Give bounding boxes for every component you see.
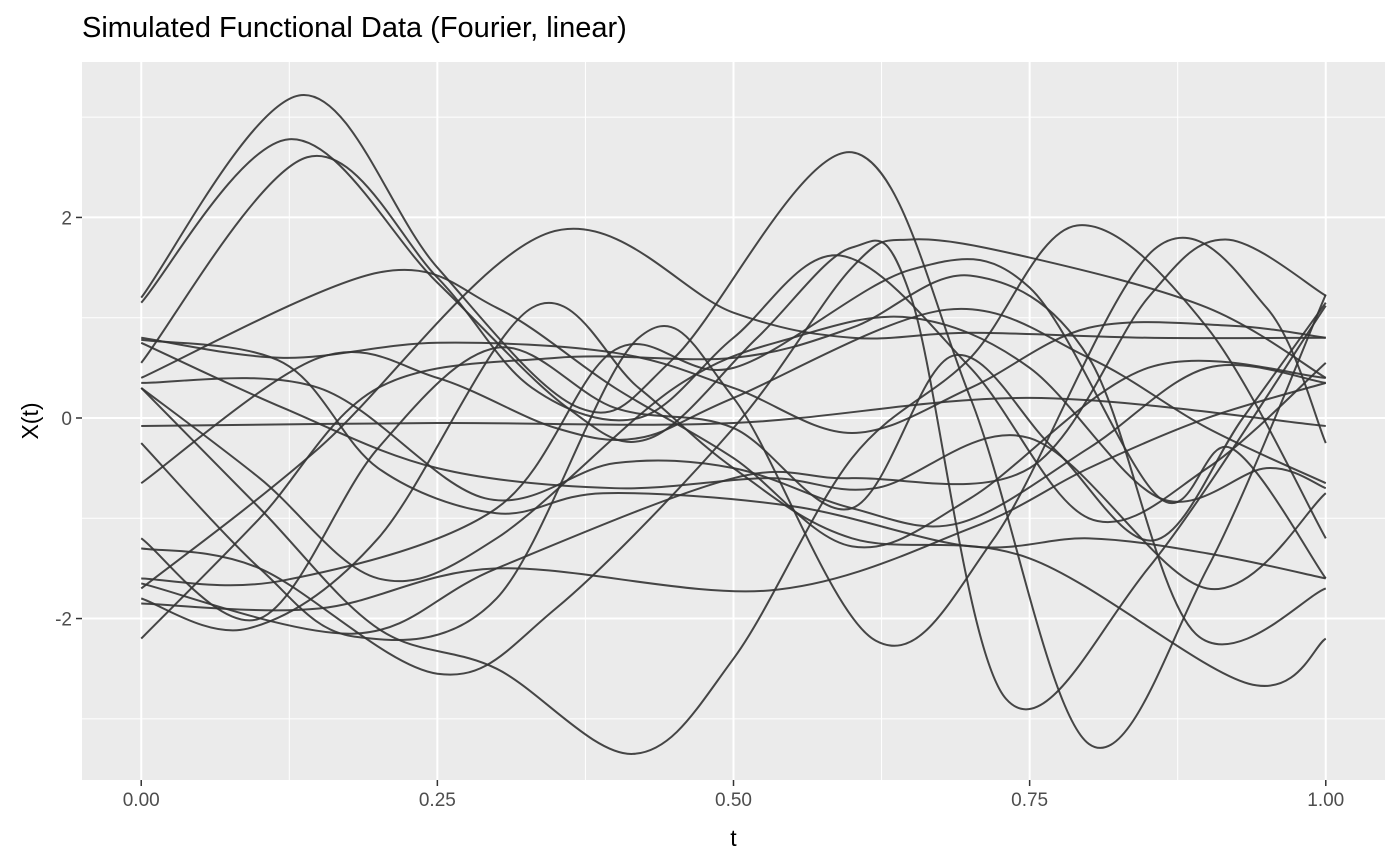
y-tick-label: -2: [55, 610, 72, 631]
series-line: [140, 236, 1327, 647]
series-line: [140, 341, 1327, 591]
series-line: [141, 338, 1326, 580]
x-tick-label: 1.00: [1307, 790, 1344, 811]
x-tick-label: 0.50: [715, 790, 752, 811]
x-axis-title: t: [730, 825, 737, 851]
series-line: [140, 274, 1327, 646]
series-line: [141, 258, 1327, 587]
chart-title: Simulated Functional Data (Fourier, line…: [82, 12, 627, 44]
y-tick-label: 0: [61, 409, 72, 430]
series-line: [140, 315, 1327, 583]
y-tick-label: 2: [61, 208, 72, 229]
series-lines: [140, 94, 1327, 755]
series-line: [140, 138, 1327, 711]
series-line: [140, 302, 1327, 622]
series-line: [140, 307, 1327, 485]
x-tick-label: 0.00: [123, 790, 160, 811]
y-axis-title: X(t): [17, 402, 43, 439]
x-tick-label: 0.25: [419, 790, 456, 811]
axes: 0.00 0.25 0.50 0.75 1.00 -2 0 2: [55, 208, 1344, 811]
series-line: [140, 238, 1327, 635]
x-tick-label: 0.75: [1011, 790, 1048, 811]
series-line: [140, 227, 1326, 590]
series-line: [141, 381, 1327, 612]
series-line: [141, 364, 1326, 528]
series-line: [140, 94, 1327, 749]
